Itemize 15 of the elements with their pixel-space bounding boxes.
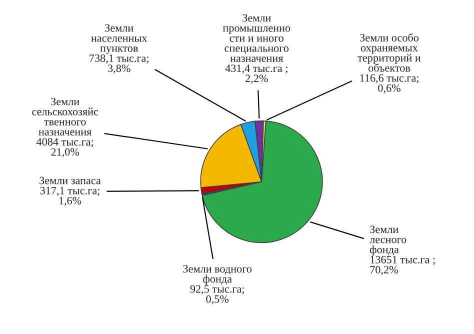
slice-label: Земли сельскохозяйс твенного назначения: [32, 98, 98, 136]
data-label: 13651 тыс.га ; 70,2%: [370, 256, 435, 276]
data-label: 92,5 тыс.га; 0,5%: [190, 285, 244, 304]
data-label: 116,6 тыс.га; 0,6%: [360, 74, 418, 94]
slice-label: Земли запаса: [40, 176, 101, 184]
slice-label: Земли особо охраняемых территорий и объектов: [358, 33, 421, 72]
data-label: 4084 тыс.га; 21,0%: [36, 138, 94, 158]
data-label: 738,1 тыс.га; 3,8%: [90, 54, 148, 74]
slice-label: Земли промышленно сти и иного специального назначения: [222, 14, 290, 62]
data-label: 317,1 тыс.га; 1,6%: [40, 186, 100, 206]
slice-label: Земли населенных пунктов: [91, 24, 148, 54]
data-label: 431,4 тыс.га ; 2,2%: [225, 64, 288, 84]
slice-label: Земли водного фонда: [183, 265, 252, 285]
slice-label: Земли лесного фонда: [370, 226, 406, 256]
pie-slice: [202, 120, 323, 244]
